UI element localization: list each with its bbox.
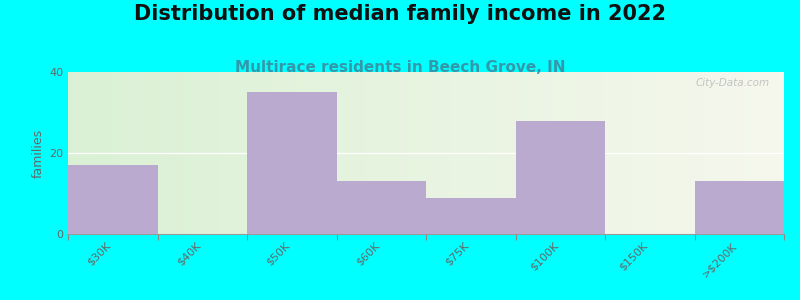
Bar <box>247 92 337 234</box>
Bar <box>694 181 784 234</box>
Y-axis label: families: families <box>32 128 45 178</box>
Bar <box>337 181 426 234</box>
Text: City-Data.com: City-Data.com <box>695 79 770 88</box>
Text: $30K: $30K <box>86 241 113 268</box>
Bar <box>426 198 515 234</box>
Text: >$200K: >$200K <box>701 241 739 279</box>
Text: $60K: $60K <box>354 241 382 268</box>
Text: $100K: $100K <box>528 241 560 272</box>
Text: $75K: $75K <box>444 241 470 268</box>
Bar <box>515 121 605 234</box>
Bar <box>68 165 158 234</box>
Text: Distribution of median family income in 2022: Distribution of median family income in … <box>134 4 666 25</box>
Text: $50K: $50K <box>265 241 292 268</box>
Text: >$200K: >$200K <box>723 299 762 300</box>
Text: Multirace residents in Beech Grove, IN: Multirace residents in Beech Grove, IN <box>234 60 566 75</box>
Text: $40K: $40K <box>175 241 202 268</box>
Text: $150K: $150K <box>618 241 650 272</box>
